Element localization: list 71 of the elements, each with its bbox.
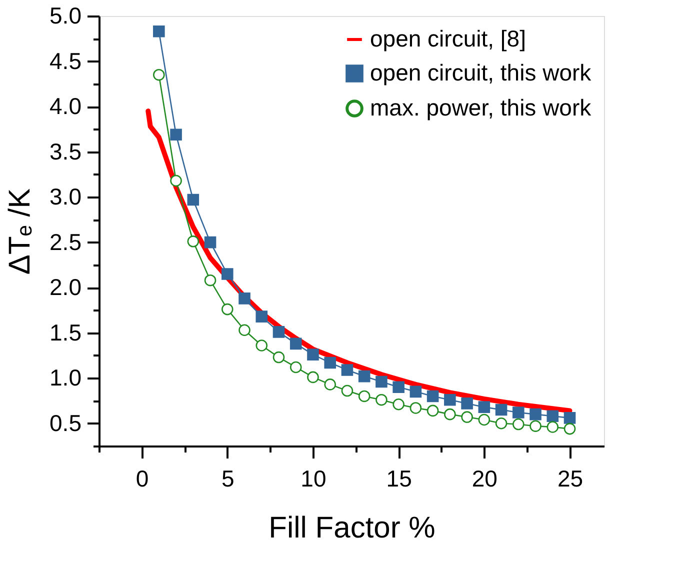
point	[204, 274, 216, 286]
x-axis-title: Fill Factor %	[268, 512, 436, 544]
point	[530, 420, 542, 432]
point	[564, 412, 576, 424]
point	[546, 421, 559, 433]
point	[238, 292, 250, 304]
point	[272, 351, 285, 364]
legend-label: open circuit, this work	[370, 60, 592, 86]
y-tick-label: 3.5	[50, 138, 82, 164]
y-axis-title: ΔTₑ /K	[4, 188, 37, 275]
y-tick-label: 5.0	[50, 2, 82, 28]
point	[324, 378, 336, 390]
point	[530, 408, 542, 420]
y-tick-label: 3.0	[50, 184, 82, 210]
point	[410, 386, 422, 398]
x-tick-label: 15	[386, 466, 412, 492]
point	[358, 390, 370, 402]
point	[170, 128, 182, 140]
x-tick-label: 0	[136, 466, 149, 492]
point	[341, 384, 354, 397]
point	[221, 268, 234, 280]
point	[478, 401, 490, 413]
y-tick-label: 2.0	[50, 274, 82, 300]
point	[290, 338, 302, 350]
point	[444, 394, 456, 406]
point	[426, 404, 439, 417]
x-tick-label: 5	[221, 466, 234, 492]
point	[512, 406, 524, 418]
y-tick-label: 4.5	[50, 48, 82, 74]
y-tick-label: 4.0	[50, 93, 82, 120]
legend-label: open circuit, [8]	[370, 26, 526, 52]
point	[238, 324, 250, 336]
point	[256, 340, 268, 352]
point	[376, 394, 388, 406]
y-tick-label: 1.0	[50, 364, 82, 391]
point	[564, 422, 576, 435]
point	[512, 418, 524, 430]
point	[204, 236, 216, 248]
point	[495, 417, 508, 430]
x-tick-label: 20	[472, 466, 498, 492]
point	[392, 381, 404, 394]
point	[495, 404, 508, 416]
x-tick-label: 25	[557, 466, 584, 492]
point	[307, 371, 319, 384]
point	[153, 68, 165, 81]
point	[187, 236, 200, 248]
y-tick-label: 0.5	[50, 410, 82, 436]
point	[546, 410, 559, 422]
y-tick-label: 2.5	[50, 228, 82, 255]
point	[426, 390, 439, 402]
point	[461, 398, 473, 410]
point	[341, 364, 354, 376]
point	[187, 194, 200, 206]
point	[444, 408, 456, 420]
point	[153, 25, 165, 38]
legend-label: max. power, this work	[370, 94, 592, 120]
point	[358, 370, 370, 382]
point	[307, 348, 319, 360]
point	[221, 303, 234, 316]
point	[170, 174, 182, 187]
point	[272, 326, 285, 338]
point	[410, 402, 422, 414]
point	[376, 376, 388, 388]
point	[290, 361, 302, 374]
point	[478, 414, 490, 426]
point	[324, 356, 336, 369]
point	[256, 310, 268, 322]
x-tick-label: 10	[300, 466, 326, 492]
point	[392, 398, 404, 410]
y-tick-label: 1.5	[50, 319, 82, 346]
point	[461, 411, 473, 423]
